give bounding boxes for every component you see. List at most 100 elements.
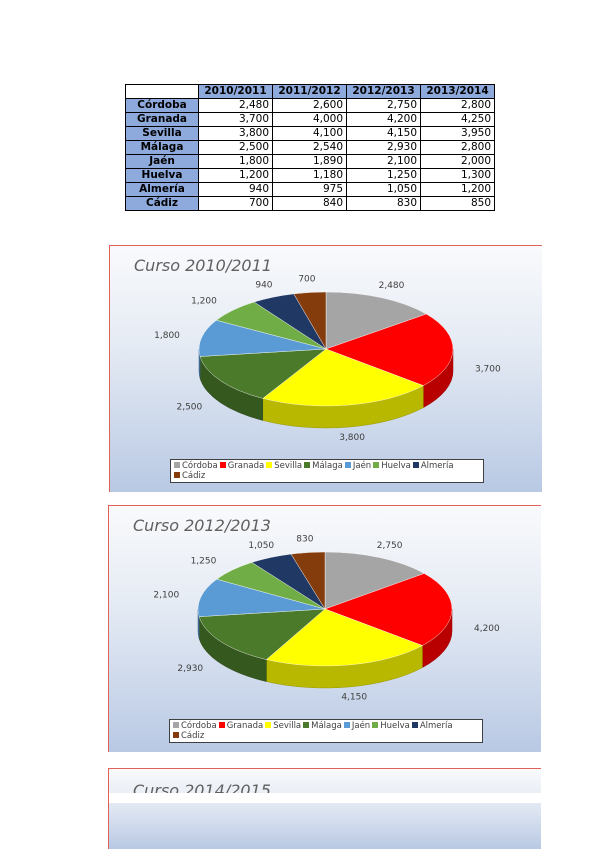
table-cell: 4,100: [272, 126, 347, 141]
table-cell: 940: [198, 182, 273, 197]
pie-slice: [265, 608, 423, 667]
table-row: Jaén 1,800 1,890 2,100 2,000: [125, 154, 495, 169]
pie-data-label: 830: [296, 535, 313, 545]
legend-swatch: [218, 722, 225, 728]
table-cell: 2,540: [272, 140, 347, 155]
legend-label: Sevilla: [273, 721, 302, 731]
legend-label: Cádiz: [182, 471, 206, 481]
legend-label: Granada: [227, 461, 265, 471]
legend-item: Málaga: [303, 721, 342, 731]
pie-data-label: 1,200: [191, 297, 217, 307]
legend-label: Jaén: [352, 461, 372, 471]
pie-data-label: 2,480: [379, 281, 405, 291]
table-cell: 2,100: [346, 154, 421, 169]
table-cell: 975: [272, 182, 347, 197]
table-row: Huelva 1,200 1,180 1,250 1,300: [125, 168, 495, 183]
table-cell: 2,480: [198, 98, 273, 113]
pie-slice: [198, 320, 327, 357]
table-cell: 2,500: [198, 140, 273, 155]
table-cell: 3,800: [198, 126, 273, 141]
legend-swatch: [265, 722, 272, 728]
table-cell: 2,800: [420, 98, 495, 113]
pie-slice: [197, 579, 326, 617]
column-header: 2013/2014: [420, 84, 495, 99]
legend-swatch: [303, 722, 310, 728]
pie-data-label: 1,050: [248, 541, 274, 551]
table-body: Córdoba 2,480 2,600 2,750 2,800 Granada 3,700 4…: [125, 98, 495, 211]
legend-swatch: [373, 462, 380, 468]
table-header-row: 2010/2011 2011/2012 2012/2013 2013/2014: [125, 84, 495, 99]
legend-item: Cádiz: [174, 471, 205, 481]
table-cell: 2,000: [420, 154, 495, 169]
table-cell: 1,890: [272, 154, 347, 169]
pie-data-label: 2,750: [377, 541, 403, 551]
pie-data-label: 2,930: [177, 664, 203, 674]
table-row: Córdoba 2,480 2,600 2,750 2,800: [125, 98, 495, 113]
legend-item: Almería: [411, 721, 453, 731]
pie-chart: 2,750 4,200 4,150 2,930 2,100 1,250 1,050 830: [153, 535, 500, 703]
legend-swatch: [372, 722, 379, 728]
table-cell: 1,200: [420, 182, 495, 197]
pie-slice: [324, 551, 425, 610]
legend-label: Málaga: [311, 721, 342, 731]
table-cell: 2,600: [272, 98, 347, 113]
data-table: 2010/2011 2011/2012 2012/2013 2013/2014 …: [125, 84, 495, 211]
pie-data-label: 940: [255, 280, 272, 290]
legend-label: Cádiz: [181, 731, 205, 741]
pie-slice: [262, 348, 424, 407]
legend-item: Granada: [218, 721, 264, 731]
table-cell: 2,800: [420, 140, 495, 155]
row-header: Jaén: [125, 154, 199, 169]
table-cell: 4,200: [346, 112, 421, 127]
legend-item: Cádiz: [173, 731, 204, 741]
pie-slice: [198, 608, 326, 660]
legend-swatch: [174, 472, 180, 478]
legend-swatch: [174, 462, 180, 468]
table-cell: 1,250: [346, 168, 421, 183]
column-header: 2012/2013: [346, 84, 421, 99]
table-cell: 1,180: [272, 168, 347, 183]
row-header: Granada: [125, 112, 199, 127]
table-cell: 850: [420, 196, 495, 211]
pie-data-label: 4,200: [474, 624, 500, 634]
chart-title: Curso 2010/2011: [134, 256, 272, 275]
row-header: Córdoba: [125, 98, 199, 113]
legend-item: Granada: [219, 461, 265, 471]
legend-label: Jaén: [351, 721, 371, 731]
legend-swatch: [266, 462, 273, 468]
chart-legend: Córdoba Granada Sevilla Málaga Jaén Huelva Alm…: [170, 459, 484, 483]
row-header: Sevilla: [125, 126, 199, 141]
legend-swatch: [411, 722, 418, 728]
table-cell: 840: [272, 196, 347, 211]
pie-data-label: 4,150: [341, 693, 367, 703]
legend-item: Huelva: [372, 721, 410, 731]
legend-item: Córdoba: [174, 461, 218, 471]
legend-swatch: [173, 732, 179, 738]
pie-sides: [197, 608, 453, 689]
table-cell: 1,300: [420, 168, 495, 183]
table-cell: 830: [346, 196, 421, 211]
legend-label: Granada: [226, 721, 264, 731]
page-break-mask: [109, 793, 541, 803]
table-cell: 3,700: [198, 112, 273, 127]
row-header: Almería: [125, 182, 199, 197]
legend-swatch: [173, 722, 179, 728]
legend-label: Sevilla: [274, 461, 303, 471]
table-cell: 4,000: [272, 112, 347, 127]
legend-item: Huelva: [373, 461, 411, 471]
table-cell: 2,750: [346, 98, 421, 113]
pie-slice: [290, 551, 326, 610]
legend-label: Málaga: [312, 461, 343, 471]
table-row: Málaga 2,500 2,540 2,930 2,800: [125, 140, 495, 155]
table-cell: 4,250: [420, 112, 495, 127]
legend-label: Córdoba: [181, 721, 217, 731]
row-header: Huelva: [125, 168, 199, 183]
pie-slice: [325, 313, 454, 386]
pie-data-label: 1,250: [191, 556, 217, 566]
pie-data-label: 2,100: [153, 590, 179, 600]
legend-item: Sevilla: [265, 721, 301, 731]
legend-swatch: [304, 462, 311, 468]
legend-swatch: [219, 462, 226, 468]
pie-slice: [324, 573, 453, 646]
table-cell: 700: [198, 196, 273, 211]
